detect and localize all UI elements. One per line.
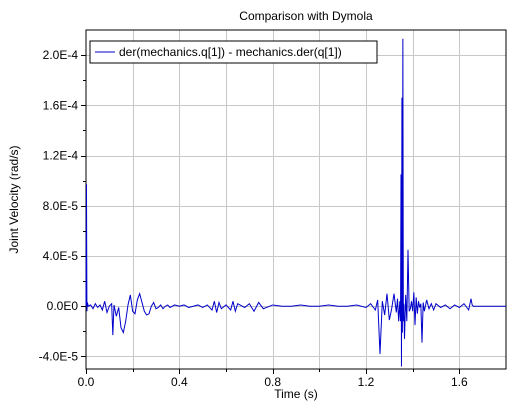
x-tick-label: 1.6 <box>451 375 468 389</box>
chart-title: Comparison with Dymola <box>239 9 373 23</box>
series-line <box>85 38 506 367</box>
x-tick-label: 0.0 <box>78 375 95 389</box>
y-tick-label: 4.0E-5 <box>43 249 79 263</box>
y-tick-label: 2.0E-4 <box>43 48 79 62</box>
legend-box <box>89 40 378 64</box>
x-axis-tick-labels: 0.0 0.4 0.8 1.2 1.6 <box>78 375 468 389</box>
y-tick-label: 0.0E0 <box>47 299 79 313</box>
legend: der(mechanics.q[1]) - mechanics.der(q[1]… <box>89 40 378 64</box>
y-tick-label: 1.2E-4 <box>43 149 79 163</box>
x-axis-label: Time (s) <box>274 387 318 401</box>
y-tick-label: 8.0E-5 <box>43 199 79 213</box>
axis-ticks <box>81 55 460 374</box>
legend-label: der(mechanics.q[1]) - mechanics.der(q[1]… <box>119 45 342 59</box>
y-axis-label: Joint Velocity (rad/s) <box>7 145 21 253</box>
x-tick-label: 0.4 <box>171 375 188 389</box>
y-tick-label: 1.6E-4 <box>43 98 79 112</box>
y-axis-tick-labels: -4.0E-5 0.0E0 4.0E-5 8.0E-5 1.2E-4 1.6E-4 2.0E… <box>39 48 79 363</box>
y-tick-label: -4.0E-5 <box>39 349 79 363</box>
grid <box>86 30 506 369</box>
x-tick-label: 1.2 <box>358 375 375 389</box>
series-layer <box>85 38 506 367</box>
x-tick-label: 0.8 <box>264 375 281 389</box>
plot-area-frame <box>85 29 507 370</box>
